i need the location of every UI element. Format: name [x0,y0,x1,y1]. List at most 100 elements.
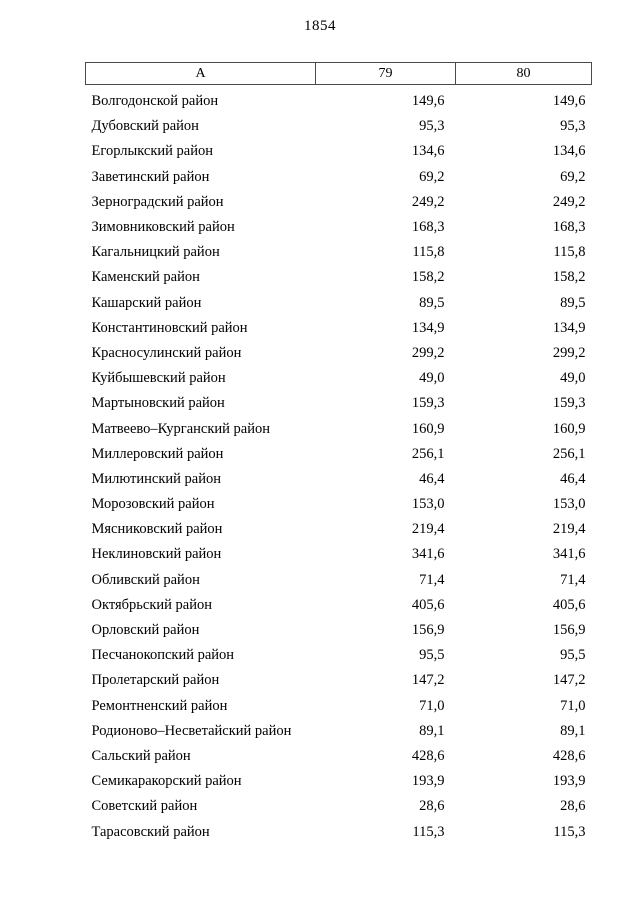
table-row: Матвеево–Курганский район 160,9 160,9 [86,416,592,441]
table-body: Волгодонской район 149,6 149,6 Дубовский ра… [86,85,592,845]
table-row: Кагальницкий район 115,8 115,8 [86,240,592,265]
value-80-cell: 168,3 [552,219,586,236]
value-79-cell: 256,1 [411,445,445,462]
value-79-cell: 71,0 [419,697,445,714]
district-name-cell: Тарасовский район [91,823,210,840]
value-79-cell: 95,3 [419,118,445,135]
table-row: Зерноградский район 249,2 249,2 [86,190,592,215]
table-row: Сальский район 428,6 428,6 [86,744,592,769]
table-row: Каменский район 158,2 158,2 [86,265,592,290]
value-79-cell: 149,6 [411,93,445,110]
value-80-cell: 428,6 [552,747,586,764]
district-name-cell: Мартыновский район [91,395,225,412]
value-80-cell: 134,6 [552,143,586,160]
table-row: Волгодонской район 149,6 149,6 [86,85,592,115]
table-row: Мартыновский район 159,3 159,3 [86,391,592,416]
table-header-row: А 79 80 [85,62,592,85]
table-row: Зимовниковский район 168,3 168,3 [86,215,592,240]
value-79-cell: 405,6 [411,596,445,613]
district-name-cell: Заветинский район [91,168,210,185]
district-name-cell: Константиновский район [91,319,248,336]
table-row: Тарасовский район 115,3 115,3 [86,819,592,844]
district-name-cell: Песчанокопский район [91,647,235,664]
table-row: Ремонтненский район 71,0 71,0 [86,694,592,719]
value-80-cell: 159,3 [552,395,586,412]
value-79-cell: 46,4 [419,470,445,487]
district-name-cell: Матвеево–Курганский район [91,420,270,437]
district-name-cell: Ремонтненский район [91,697,228,714]
value-79-cell: 49,0 [419,370,445,387]
value-80-cell: 341,6 [552,546,586,563]
value-79-cell: 115,3 [412,823,445,840]
district-name-cell: Орловский район [91,622,200,639]
district-name-cell: Семикаракорский район [91,773,242,790]
value-79-cell: 168,3 [411,219,445,236]
value-79-cell: 219,4 [411,521,445,538]
value-79-cell: 28,6 [419,798,445,815]
table-row: Константиновский район 134,9 134,9 [86,316,592,341]
district-name-cell: Зерноградский район [91,193,224,210]
table-row: Куйбышевский район 49,0 49,0 [86,366,592,391]
district-name-cell: Родионово–Несветайский район [91,722,292,739]
district-name-cell: Каменский район [91,269,200,286]
table-row: Дубовский район 95,3 95,3 [86,114,592,139]
value-80-cell: 69,2 [560,168,586,185]
table-row: Егорлыкский район 134,6 134,6 [86,139,592,164]
district-name-cell: Кашарский район [91,294,202,311]
value-79-cell: 147,2 [411,672,445,689]
value-79-cell: 160,9 [411,420,445,437]
value-79-cell: 71,4 [419,571,445,588]
district-name-cell: Сальский район [91,747,191,764]
district-name-cell: Морозовский район [91,496,215,513]
value-80-cell: 147,2 [552,672,586,689]
value-80-cell: 115,3 [553,823,586,840]
value-80-cell: 153,0 [552,496,586,513]
table-row: Родионово–Несветайский район 89,1 89,1 [86,719,592,744]
district-name-cell: Советский район [91,798,198,815]
value-80-cell: 256,1 [552,445,586,462]
value-80-cell: 158,2 [552,269,586,286]
districts-table: А 79 80 Волгодонской район 149,6 149,6 Дубо… [85,62,592,845]
value-79-cell: 134,6 [411,143,445,160]
value-79-cell: 341,6 [411,546,445,563]
table-row: Неклиновский район 341,6 341,6 [86,542,592,567]
table-row: Октябрьский район 405,6 405,6 [86,593,592,618]
table-row: Миллеровский район 256,1 256,1 [86,442,592,467]
value-80-cell: 46,4 [560,470,586,487]
table-row: Советский район 28,6 28,6 [86,794,592,819]
value-79-cell: 153,0 [411,496,445,513]
district-name-cell: Обливский район [91,571,200,588]
table-row: Заветинский район 69,2 69,2 [86,165,592,190]
table-row: Орловский район 156,9 156,9 [86,618,592,643]
value-80-cell: 71,4 [560,571,586,588]
value-80-cell: 49,0 [560,370,586,387]
table-row: Кашарский район 89,5 89,5 [86,291,592,316]
district-name-cell: Неклиновский район [91,546,222,563]
table-row: Мясниковский район 219,4 219,4 [86,517,592,542]
district-name-cell: Милютинский район [91,470,221,487]
value-80-cell: 299,2 [552,344,586,361]
value-79-cell: 115,8 [412,244,445,261]
district-name-cell: Дубовский район [91,118,199,135]
value-80-cell: 405,6 [552,596,586,613]
value-79-cell: 158,2 [411,269,445,286]
district-name-cell: Красносулинский район [91,344,242,361]
value-79-cell: 159,3 [411,395,445,412]
value-80-cell: 134,9 [552,319,586,336]
value-79-cell: 134,9 [411,319,445,336]
value-80-cell: 95,3 [560,118,586,135]
district-name-cell: Волгодонской район [91,93,219,110]
column-header-79: 79 [315,62,456,85]
value-80-cell: 249,2 [552,193,586,210]
value-80-cell: 115,8 [553,244,586,261]
value-80-cell: 160,9 [552,420,586,437]
district-name-cell: Зимовниковский район [91,219,235,236]
column-header-80: 80 [455,62,592,85]
table-row: Красносулинский район 299,2 299,2 [86,341,592,366]
value-79-cell: 299,2 [411,344,445,361]
table-row: Морозовский район 153,0 153,0 [86,492,592,517]
district-name-cell: Куйбышевский район [91,370,226,387]
value-79-cell: 428,6 [411,747,445,764]
value-79-cell: 89,1 [419,722,445,739]
value-80-cell: 156,9 [552,622,586,639]
